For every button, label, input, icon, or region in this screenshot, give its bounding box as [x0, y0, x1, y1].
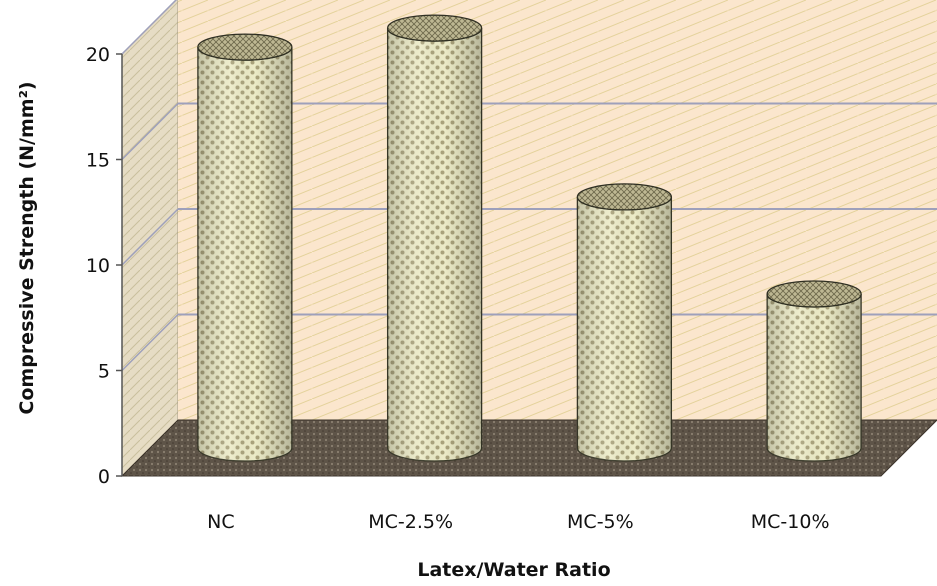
x-axis-title: Latex/Water Ratio: [417, 559, 610, 581]
y-tick-label: 20: [86, 44, 110, 66]
x-axis: NC MC-2.5% MC-5% MC-10%: [207, 511, 829, 533]
bar-top: [197, 33, 293, 61]
bar: [197, 33, 293, 462]
bar-top: [386, 14, 483, 42]
y-tick-label: 5: [98, 361, 110, 383]
bar: [576, 183, 673, 462]
y-axis: 0 5 10 15 20: [86, 44, 123, 488]
bars: [197, 14, 862, 462]
x-tick-label: NC: [207, 511, 234, 533]
gridline-side: [121, 313, 179, 372]
y-axis-title: Compressive Strength (N/mm²): [16, 81, 38, 414]
bar-shading: [577, 196, 672, 461]
bar: [386, 14, 483, 462]
y-tick-label: 10: [86, 255, 110, 277]
bar: [766, 280, 862, 462]
bar-top: [766, 280, 862, 308]
floor: [120, 419, 937, 477]
bar-shading: [387, 28, 482, 462]
bar-shading: [197, 47, 292, 462]
bar-shading: [767, 293, 862, 462]
x-tick-label: MC-2.5%: [368, 511, 453, 533]
x-tick-label: MC-10%: [751, 511, 830, 533]
y-tick-label: 15: [86, 150, 110, 172]
gridline-side: [121, 0, 178, 55]
y-tick-label: 0: [98, 466, 110, 488]
x-tick-label: MC-5%: [567, 511, 634, 533]
bar-top: [576, 183, 673, 211]
gridline-side: [121, 208, 179, 266]
gridline-side: [121, 102, 179, 161]
